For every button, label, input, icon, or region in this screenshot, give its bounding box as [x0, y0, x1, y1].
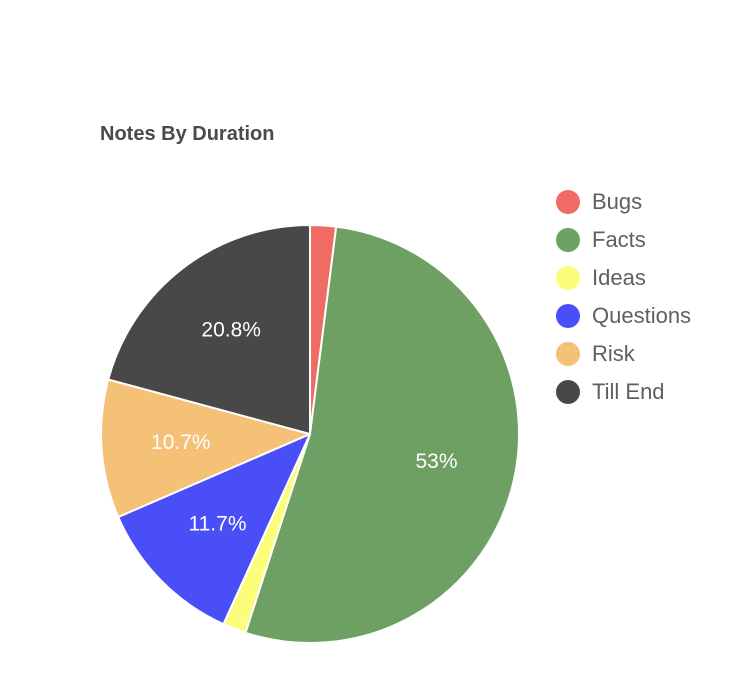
legend-label: Ideas [592, 265, 646, 290]
legend-item-questions[interactable]: Questions [556, 297, 691, 335]
slice-label-questions: 11.7% [189, 512, 247, 535]
legend-swatch [556, 190, 580, 214]
legend-swatch [556, 266, 580, 290]
legend-item-till-end[interactable]: Till End [556, 373, 691, 411]
legend-label: Risk [592, 341, 635, 366]
pie-slice-risk[interactable] [100, 378, 311, 518]
slice-label-facts: 53% [415, 450, 457, 473]
legend-item-bugs[interactable]: Bugs [556, 183, 691, 221]
slice-label-risk: 10.7% [151, 431, 211, 454]
legend-swatch [556, 380, 580, 404]
pie-slice-facts[interactable] [244, 225, 521, 644]
legend-item-ideas[interactable]: Ideas [556, 259, 691, 297]
legend-label: Bugs [592, 189, 643, 214]
pie-slice-till-end[interactable] [107, 224, 311, 435]
pie-slice-questions[interactable] [117, 433, 311, 626]
chart-title: Notes By Duration [100, 123, 275, 145]
legend-item-facts[interactable]: Facts [556, 221, 691, 259]
legend-label: Facts [592, 227, 646, 252]
legend-item-risk[interactable]: Risk [556, 335, 691, 373]
legend-swatch [556, 342, 580, 366]
pie-slices [100, 224, 521, 644]
slice-label-till-end: 20.8% [201, 319, 261, 342]
chart-legend: Bugs Facts Ideas Questions Risk Till End [556, 183, 691, 411]
pie-slice-labels: 53% 11.7% 10.7% 20.8% [151, 319, 457, 536]
legend-label: Questions [592, 303, 692, 328]
legend-label: Till End [592, 379, 665, 404]
legend-swatch [556, 304, 580, 328]
legend-swatch [556, 228, 580, 252]
